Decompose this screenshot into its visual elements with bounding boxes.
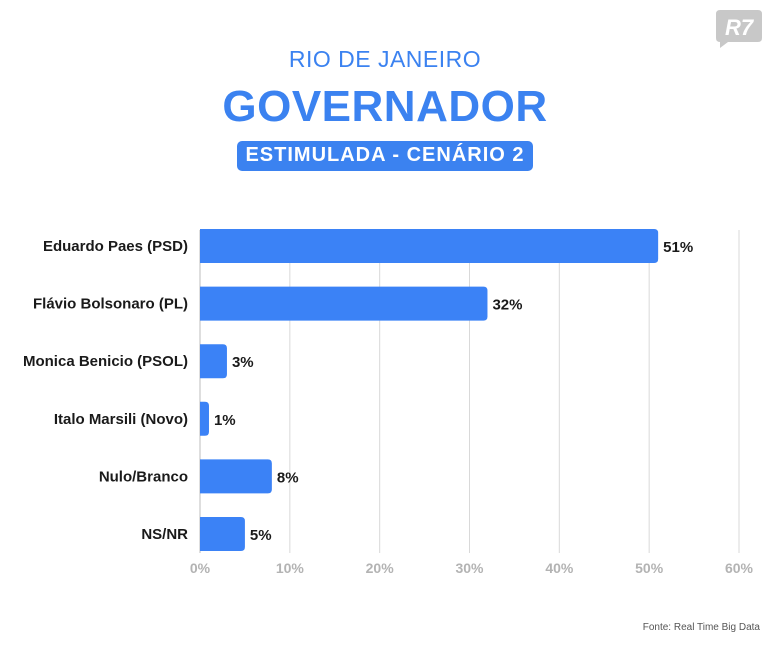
r7-logo-icon: R7 [716, 10, 762, 48]
category-label: Nulo/Branco [99, 468, 188, 485]
x-tick-label: 50% [635, 560, 664, 576]
x-tick-label: 20% [366, 560, 395, 576]
bars [200, 229, 659, 551]
value-label: 3% [232, 354, 254, 371]
category-label: Flávio Bolsonaro (PL) [33, 296, 188, 313]
x-tick-label: 10% [276, 560, 305, 576]
chart-supertitle: RIO DE JANEIRO [288, 46, 482, 72]
bar-5 [200, 517, 245, 551]
x-tick-label: 0% [190, 560, 211, 576]
value-label: 5% [250, 527, 272, 544]
category-label: NS/NR [141, 526, 188, 543]
x-tick-label: 40% [545, 560, 574, 576]
bar-4 [200, 459, 272, 494]
bar-3 [200, 401, 209, 436]
category-label: Monica Benicio (PSOL) [23, 353, 188, 370]
value-label: 32% [492, 297, 522, 314]
bar-1 [200, 286, 488, 321]
chart-title: GOVERNADOR [222, 82, 548, 131]
category-label: Italo Marsili (Novo) [54, 411, 188, 428]
logo-text: R7 [725, 15, 755, 40]
value-label: 1% [214, 412, 236, 429]
scenario-badge: ESTIMULADA - CENÁRIO 2 [237, 141, 533, 171]
source-note: Fonte: Real Time Big Data [642, 622, 760, 633]
value-label: 8% [277, 469, 299, 486]
scenario-badge-wrap: ESTIMULADA - CENÁRIO 2 [0, 141, 770, 171]
value-label: 51% [663, 239, 693, 256]
grid-lines [199, 230, 740, 553]
labels: 0% 10% 20% 30% 40% 50% 60% Eduardo Paes (PSD) 51… [23, 238, 754, 576]
x-tick-label: 30% [455, 560, 484, 576]
bar-0 [200, 229, 659, 263]
x-tick-label: 60% [725, 560, 754, 576]
bar-2 [200, 344, 227, 379]
category-label: Eduardo Paes (PSD) [43, 238, 188, 255]
